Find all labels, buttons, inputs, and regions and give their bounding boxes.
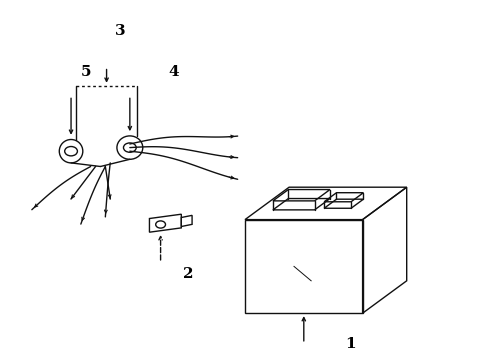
Text: 2: 2	[183, 267, 194, 280]
Text: 5: 5	[80, 65, 91, 79]
Text: 3: 3	[115, 24, 125, 37]
Text: 4: 4	[169, 65, 179, 79]
Text: 1: 1	[345, 337, 356, 351]
